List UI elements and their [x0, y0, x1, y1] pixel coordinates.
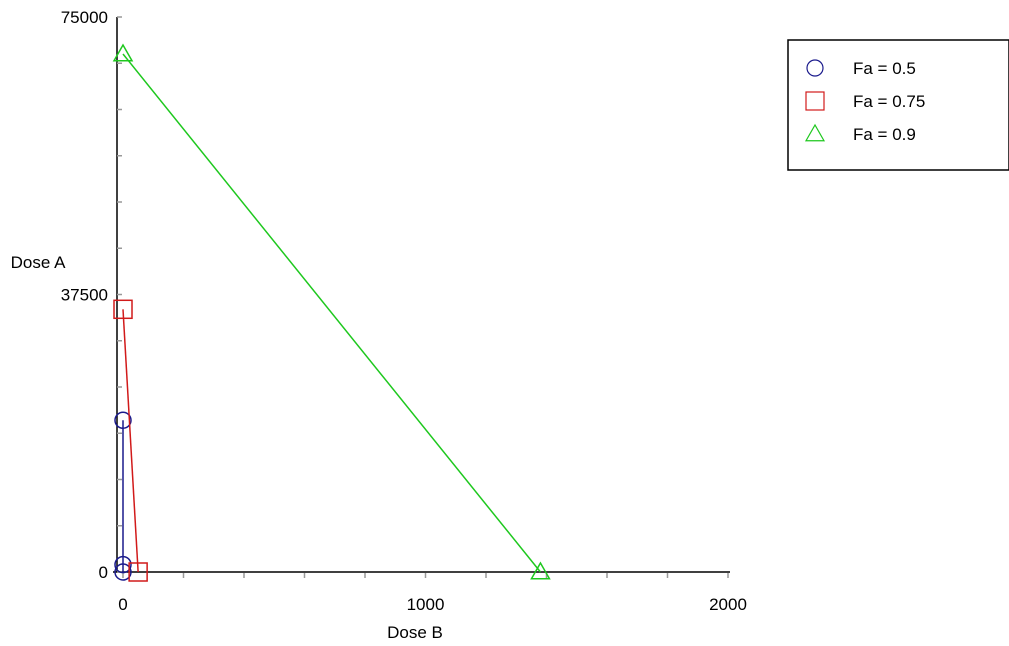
x-axis-title: Dose B — [387, 623, 443, 642]
legend-label: Fa = 0.5 — [853, 59, 916, 78]
data-point — [530, 561, 551, 580]
legend-entry: Fa = 0.75 — [805, 91, 925, 111]
x-tick-label: 0 — [118, 595, 127, 614]
data-point — [113, 299, 133, 320]
legend-marker — [804, 123, 826, 142]
legend-label: Fa = 0.75 — [853, 92, 925, 111]
legend-box — [787, 39, 1009, 171]
tick-labels: 0 1000 2000 0 37500 75000 — [61, 8, 747, 614]
minor-ticks — [117, 16, 729, 578]
y-tick-label: 0 — [99, 563, 108, 582]
legend-marker — [805, 91, 825, 111]
y-tick-label: 75000 — [61, 8, 108, 27]
series-line — [122, 309, 139, 573]
y-axis-title: Dose A — [11, 253, 66, 272]
series-line — [122, 53, 542, 573]
plot-series — [112, 43, 551, 582]
data-point — [128, 562, 148, 582]
x-tick-label: 1000 — [407, 595, 445, 614]
series-3 — [112, 43, 551, 580]
legend-entries: Fa = 0.5 Fa = 0.75 Fa = 0.9 — [804, 59, 925, 144]
series-1 — [114, 411, 132, 581]
legend-entry: Fa = 0.5 — [806, 59, 916, 78]
legend-label: Fa = 0.9 — [853, 125, 916, 144]
legend: Fa = 0.5 Fa = 0.75 Fa = 0.9 — [787, 39, 1009, 171]
data-point — [114, 555, 132, 574]
legend-marker — [806, 59, 824, 77]
data-point — [112, 43, 134, 62]
x-tick-label: 2000 — [709, 595, 747, 614]
y-tick-label: 37500 — [61, 286, 108, 305]
axes: 0 1000 2000 0 37500 75000 Dose B Dose A — [11, 8, 747, 642]
data-point — [114, 411, 132, 430]
legend-entry: Fa = 0.9 — [804, 123, 916, 144]
data-point — [114, 563, 132, 581]
series-2 — [113, 299, 148, 582]
